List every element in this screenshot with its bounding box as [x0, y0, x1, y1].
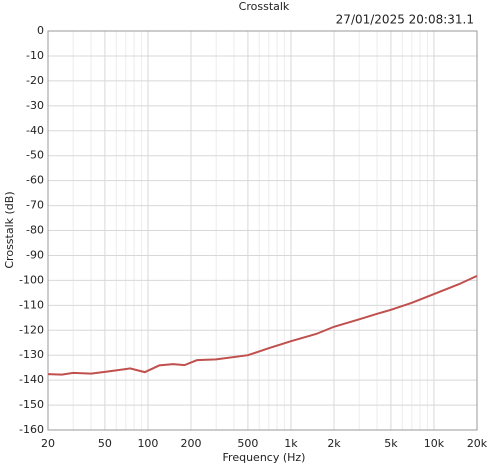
plot-border	[47, 30, 478, 431]
y-tick-label: -110	[19, 298, 44, 311]
chart-title: Crosstalk	[239, 0, 290, 13]
y-tick-label: -90	[26, 248, 44, 261]
y-tick-label: -10	[26, 49, 44, 62]
y-tick-label: -140	[19, 373, 44, 386]
y-tick-label: -80	[26, 224, 44, 237]
x-axis-label: Frequency (Hz)	[223, 451, 306, 464]
data-line	[47, 274, 478, 376]
x-tick-label: 20k	[467, 437, 488, 450]
y-tick-label: -70	[26, 199, 44, 212]
y-tick-label: -100	[19, 273, 44, 286]
timestamp: 27/01/2025 20:08:31.1	[336, 13, 474, 27]
y-tick-label: -150	[19, 398, 44, 411]
y-axis-label: Crosstalk (dB)	[3, 191, 16, 268]
y-tick-label: -40	[26, 124, 44, 137]
y-tick-label: -20	[26, 74, 44, 87]
y-tick-label: 0	[37, 24, 44, 37]
x-tick-label: 200	[181, 437, 202, 450]
y-tick-label: -130	[19, 348, 44, 361]
y-tick-label: -120	[19, 323, 44, 336]
x-tick-label: 10k	[424, 437, 445, 450]
x-tick-label: 2k	[327, 437, 341, 450]
x-tick-label: 20	[41, 437, 55, 450]
y-tick-label: -60	[26, 174, 44, 187]
x-tick-label: 100	[137, 437, 158, 450]
x-tick-label: 50	[98, 437, 112, 450]
y-tick-label: -50	[26, 149, 44, 162]
y-tick-label: -30	[26, 99, 44, 112]
x-tick-label: 5k	[384, 437, 398, 450]
x-tick-label: 500	[237, 437, 258, 450]
y-tick-label: -160	[19, 423, 44, 436]
x-tick-label: 1k	[284, 437, 298, 450]
